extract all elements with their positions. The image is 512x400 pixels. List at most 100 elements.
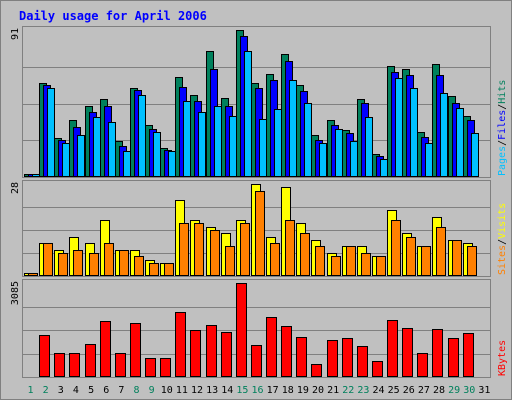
x-tick-label: 3 xyxy=(58,385,64,396)
bar-pages-day-12 xyxy=(198,112,206,177)
bar-pages-day-7 xyxy=(123,151,131,177)
bar-sites-day-25 xyxy=(391,220,401,276)
legend-visits: Visits xyxy=(497,203,508,239)
x-tick-label: 9 xyxy=(149,385,155,396)
bar-pages-day-14 xyxy=(229,116,237,177)
bar-kbytes-day-10 xyxy=(160,358,171,377)
bar-kbytes-day-9 xyxy=(145,358,156,377)
bar-sites-day-5 xyxy=(89,253,99,276)
bar-sites-day-12 xyxy=(194,223,204,276)
x-tick-label: 15 xyxy=(236,385,248,396)
bar-sites-day-26 xyxy=(406,237,416,276)
bar-pages-day-25 xyxy=(395,78,403,177)
bar-sites-day-8 xyxy=(134,256,144,276)
bar-sites-day-17 xyxy=(270,243,280,276)
bar-pages-day-11 xyxy=(183,101,191,177)
x-tick-label: 13 xyxy=(206,385,218,396)
bar-pages-day-18 xyxy=(289,80,297,177)
x-tick-label: 1 xyxy=(28,385,34,396)
bar-pages-day-1 xyxy=(32,174,40,177)
bar-pages-day-4 xyxy=(77,135,85,177)
x-tick-label: 31 xyxy=(478,385,490,396)
bar-kbytes-day-20 xyxy=(311,364,322,377)
x-tick-label: 25 xyxy=(388,385,400,396)
bar-kbytes-day-25 xyxy=(387,320,398,377)
bar-pages-day-29 xyxy=(456,108,464,177)
bar-pages-day-20 xyxy=(319,143,327,177)
bar-kbytes-day-15 xyxy=(236,283,247,377)
x-tick-label: 21 xyxy=(327,385,339,396)
bar-sites-day-27 xyxy=(421,246,431,276)
bar-kbytes-day-26 xyxy=(402,328,413,377)
bar-kbytes-day-2 xyxy=(39,335,50,377)
x-tick-label: 28 xyxy=(433,385,445,396)
bar-sites-day-7 xyxy=(119,250,129,276)
x-tick-label: 29 xyxy=(448,385,460,396)
y-axis-legend-label: KBytes xyxy=(497,340,508,376)
x-tick-label: 19 xyxy=(297,385,309,396)
bar-pages-day-23 xyxy=(365,117,373,177)
bar-kbytes-day-4 xyxy=(69,353,80,377)
bar-pages-day-16 xyxy=(259,119,267,177)
x-tick-label: 5 xyxy=(88,385,94,396)
bar-kbytes-day-17 xyxy=(266,317,277,377)
bar-pages-day-15 xyxy=(244,51,252,177)
x-tick-label: 17 xyxy=(267,385,279,396)
legend-separator: / xyxy=(497,140,508,146)
panel-2: 28 Sites/Visits xyxy=(10,180,508,277)
legend-separator: / xyxy=(497,104,508,110)
bar-sites-day-3 xyxy=(58,253,68,276)
y-axis-max-label: 91 xyxy=(10,28,21,40)
legend-pages: Pages xyxy=(497,146,508,176)
x-axis-day-labels: 1 2 3 4 5 6 7 8 9 10 11 12 13 14 15 16 17 18 19 20 21 22 23 24 2… xyxy=(28,385,491,396)
x-tick-label: 6 xyxy=(103,385,109,396)
x-tick-label: 26 xyxy=(403,385,415,396)
bar-pages-day-9 xyxy=(153,132,161,177)
bar-kbytes-day-16 xyxy=(251,345,262,377)
y-axis-max-label: 28 xyxy=(10,182,21,194)
bar-kbytes-day-22 xyxy=(342,338,353,377)
bar-pages-day-28 xyxy=(440,93,448,177)
bar-sites-day-13 xyxy=(210,230,220,276)
x-tick-label: 16 xyxy=(251,385,263,396)
bar-kbytes-day-7 xyxy=(115,353,126,377)
x-tick-label: 4 xyxy=(73,385,79,396)
bar-kbytes-day-21 xyxy=(327,340,338,377)
x-tick-label: 14 xyxy=(221,385,233,396)
panel-3: 3085 KBytes xyxy=(10,279,508,378)
series-pages xyxy=(32,51,479,177)
bar-sites-day-10 xyxy=(164,263,174,276)
bar-pages-day-2 xyxy=(47,88,55,177)
bar-kbytes-day-13 xyxy=(206,325,217,377)
bar-kbytes-day-11 xyxy=(175,312,186,377)
bar-pages-day-17 xyxy=(274,109,282,177)
x-tick-label: 11 xyxy=(176,385,188,396)
bar-pages-day-21 xyxy=(335,129,343,177)
bar-sites-day-20 xyxy=(315,246,325,276)
bar-kbytes-day-27 xyxy=(417,353,428,377)
bar-sites-day-15 xyxy=(240,223,250,276)
bar-pages-day-30 xyxy=(471,133,479,177)
bar-kbytes-day-14 xyxy=(221,332,232,377)
bar-pages-day-5 xyxy=(93,117,101,177)
bar-sites-day-18 xyxy=(285,220,295,276)
bar-kbytes-day-6 xyxy=(100,321,111,377)
bar-pages-day-8 xyxy=(138,95,146,177)
bar-sites-day-9 xyxy=(149,263,159,276)
bar-kbytes-day-30 xyxy=(463,333,474,377)
bar-sites-day-6 xyxy=(104,243,114,276)
legend-kbytes: KBytes xyxy=(497,340,508,376)
series-kbytes xyxy=(39,283,474,377)
bar-kbytes-day-18 xyxy=(281,326,292,377)
x-tick-label: 27 xyxy=(418,385,430,396)
bar-sites-day-4 xyxy=(73,250,83,276)
bar-sites-day-2 xyxy=(43,243,53,276)
legend-separator: / xyxy=(497,239,508,245)
bar-pages-day-24 xyxy=(380,159,388,177)
bar-kbytes-day-8 xyxy=(130,323,141,377)
bar-sites-day-11 xyxy=(179,223,189,276)
x-tick-label: 24 xyxy=(373,385,385,396)
bar-kbytes-day-28 xyxy=(432,329,443,377)
